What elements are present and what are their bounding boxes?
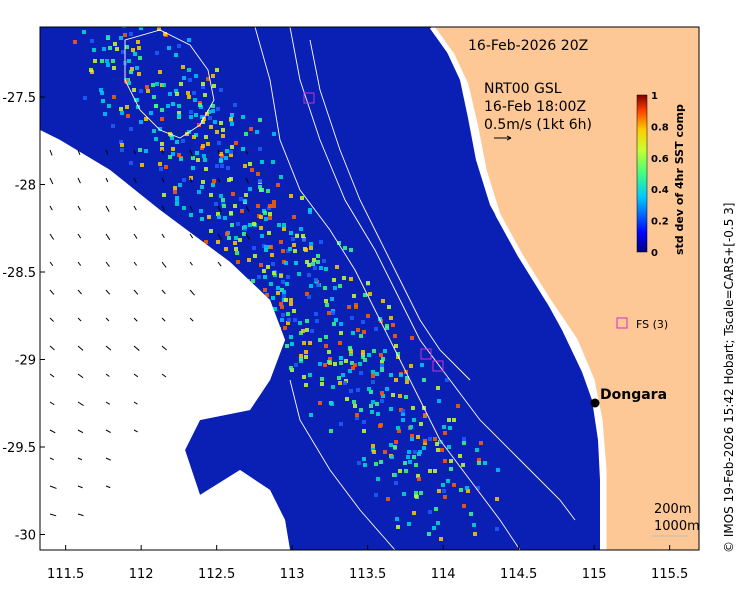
place-marker xyxy=(590,398,600,408)
vector-scale-arrow xyxy=(494,135,512,141)
colorbar-tick-label: 1 xyxy=(651,91,658,102)
date-label: 16-Feb-2026 20Z xyxy=(468,38,588,54)
x-tick-label: 112 xyxy=(129,567,154,582)
y-axis: -27.5 -28 -28.5 -29 -29.5 -30 xyxy=(2,91,45,544)
bathymetry-contours xyxy=(124,27,576,550)
land-area xyxy=(432,27,699,550)
vector-time: 16-Feb 18:00Z xyxy=(484,99,586,115)
x-tick-label: 112.5 xyxy=(198,567,235,582)
sst-data-highlights xyxy=(73,27,500,541)
no-data-region xyxy=(40,130,290,550)
current-vectors xyxy=(49,149,250,517)
x-tick-label: 115.5 xyxy=(651,567,688,582)
depth-legend-1000: 1000m xyxy=(654,519,700,534)
colorbar-tick-label: 0.4 xyxy=(651,185,669,196)
colorbar-ticks: 1 0.8 0.6 0.4 0.2 0 xyxy=(651,91,669,259)
colorbar-label: std dev of 4hr SST comp xyxy=(673,104,686,255)
y-tick-label: -28.5 xyxy=(2,266,36,281)
x-tick-label: 111.5 xyxy=(47,567,84,582)
x-tick-label: 114.5 xyxy=(500,567,537,582)
colorbar xyxy=(636,94,648,253)
colorbar-tick-label: 0 xyxy=(651,248,658,259)
vector-scale: 0.5m/s (1kt 6h) xyxy=(484,117,592,133)
coastline xyxy=(429,27,607,550)
plot-frame xyxy=(39,26,700,551)
y-tick-label: -29 xyxy=(15,354,36,369)
vector-title: NRT00 GSL xyxy=(484,81,562,97)
credit-text: © IMOS 19-Feb-2026 15:42 Hobart; Tscale=… xyxy=(722,203,736,553)
depth-legend-200: 200m xyxy=(654,502,691,517)
station-markers xyxy=(303,92,628,372)
place-label: Dongara xyxy=(600,387,667,403)
x-tick-label: 115 xyxy=(582,567,607,582)
y-tick-label: -27.5 xyxy=(2,91,36,106)
x-tick-label: 113.5 xyxy=(349,567,386,582)
station-label: FS (3) xyxy=(636,318,668,331)
colorbar-tick-label: 0.2 xyxy=(651,217,669,228)
y-tick-label: -28 xyxy=(15,179,36,194)
colorbar-tick-label: 0.8 xyxy=(651,122,669,133)
colorbar-tick-label: 0.6 xyxy=(651,154,669,165)
y-tick-label: -29.5 xyxy=(2,441,36,456)
x-tick-label: 113 xyxy=(280,567,305,582)
x-tick-label: 114 xyxy=(431,567,456,582)
y-tick-label: -30 xyxy=(15,529,36,544)
x-axis: 111.5 112 112.5 113 113.5 114 114.5 115 115.5 xyxy=(47,545,688,582)
